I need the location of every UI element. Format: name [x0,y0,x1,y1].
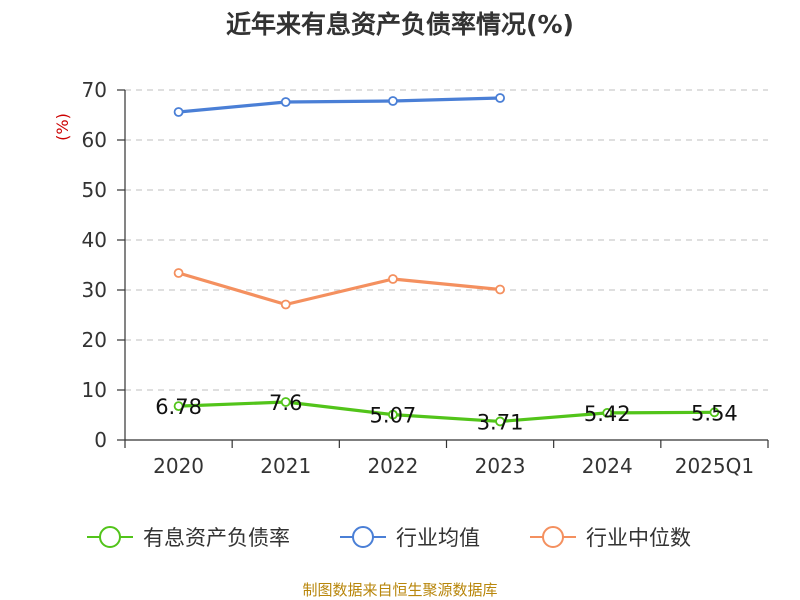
grid-lines [125,89,768,391]
data-point [495,93,505,103]
data-label: 7.6 [269,391,302,415]
legend-item[interactable]: 行业中位数 [530,526,691,550]
y-axis-label: (%) [53,113,72,141]
data-point [388,409,398,420]
series-lines [173,93,720,427]
x-tick-label: 2023 [475,454,526,478]
legend-marker-icon [542,526,564,548]
x-tick-label: 2021 [260,454,311,478]
data-point [173,401,184,412]
data-point [602,407,613,418]
data-point [388,96,398,106]
data-label: 3.71 [477,410,524,434]
y-tick-label: 50 [82,178,107,202]
series-line [178,271,501,307]
y-tick-label: 10 [82,378,107,402]
data-point [173,107,184,117]
y-tick-label: 20 [82,328,107,352]
y-tick-label: 60 [82,128,107,152]
series-line [178,400,715,424]
x-tick-label: 2020 [153,454,204,478]
data-point [280,299,291,310]
x-tick-label: 2025Q1 [675,454,754,478]
data-point [280,97,291,107]
data-point [173,268,184,278]
legend[interactable]: 有息资产负债率 行业均值 行业中位数 [87,526,691,550]
data-point [280,397,291,407]
series-line [178,96,501,114]
legend-label: 行业中位数 [586,526,691,550]
legend-marker-icon [99,526,121,548]
data-point [388,274,398,284]
legend-marker-icon [352,526,374,548]
chart-title: 近年来有息资产负债率情况(%) [226,10,574,39]
legend-label: 有息资产负债率 [143,526,290,550]
data-label: 5.42 [584,402,631,426]
y-tick-label: 70 [82,78,107,102]
source-note: 制图数据来自恒生聚源数据库 [302,581,497,599]
data-point [495,284,505,295]
data-point [709,407,720,418]
data-label: 6.78 [155,395,202,419]
x-tick-label: 2024 [582,454,633,478]
data-label: 5.54 [691,401,738,425]
y-tick-label: 30 [82,278,107,302]
legend-item[interactable]: 有息资产负债率 [87,526,290,550]
y-tick-label: 0 [94,428,107,452]
x-tick-label: 2022 [367,454,418,478]
legend-label: 行业均值 [396,526,480,550]
data-labels: 6.78 7.6 5.07 3.71 5.42 5.54 [155,391,738,434]
axes: 0 10 20 30 40 50 60 70 2020 2021 2022 2023 2024 2025Q… [82,78,769,478]
y-tick-label: 40 [82,228,107,252]
data-label: 5.07 [370,404,417,428]
data-point [495,416,505,427]
legend-item[interactable]: 行业均值 [340,526,480,550]
